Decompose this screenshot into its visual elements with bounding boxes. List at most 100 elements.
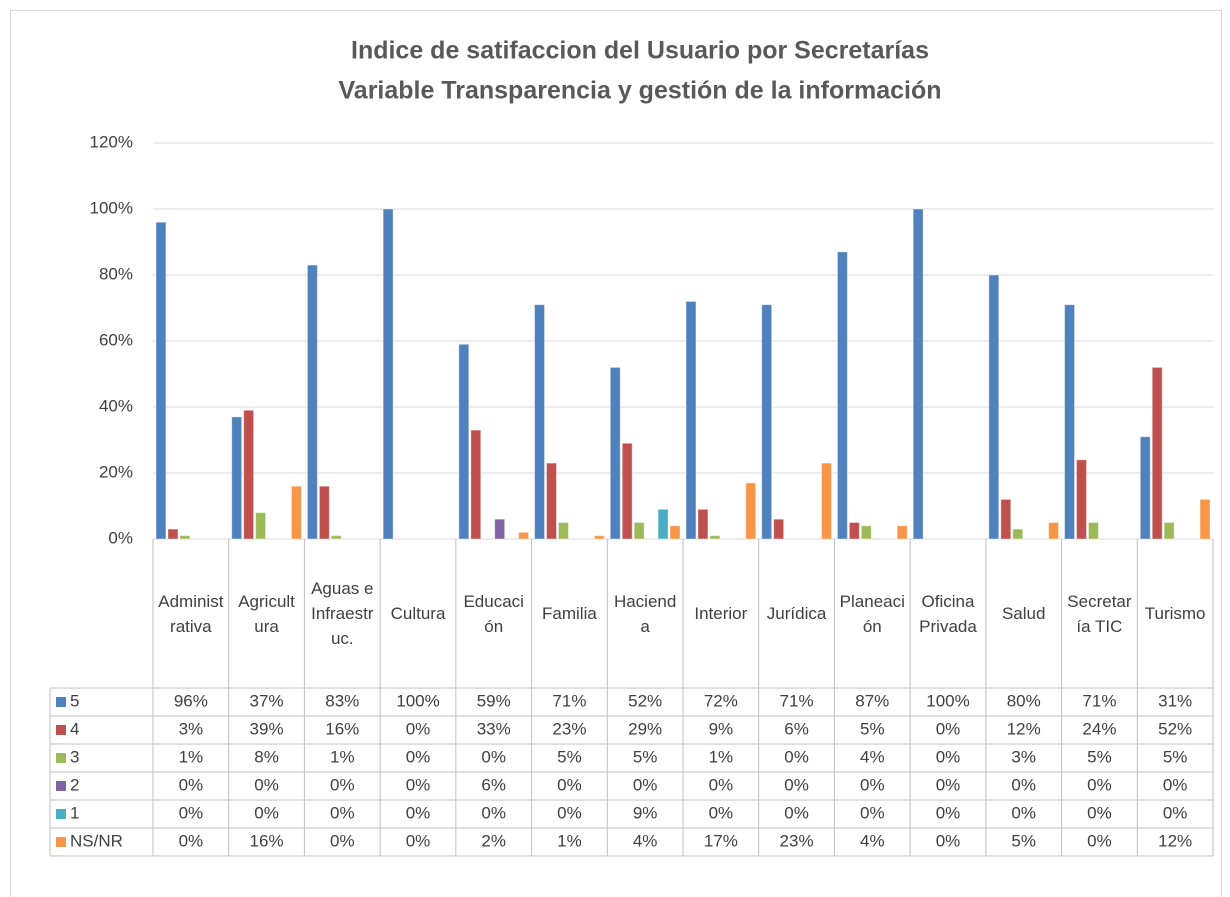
table-value: 23% (780, 831, 814, 850)
legend-key (56, 725, 66, 735)
legend-key (56, 809, 66, 819)
y-tick-label: 20% (99, 462, 133, 481)
x-tick-label: Secretaría TIC (1067, 591, 1132, 636)
bar (685, 300, 697, 540)
table-value: 16% (250, 831, 284, 850)
table-value: 4% (860, 747, 885, 766)
category-cell: Cultura (391, 604, 446, 623)
chart-title: Indice de satifaccion del Usuario por Se… (351, 37, 929, 65)
table-value: 5% (633, 747, 658, 766)
table-value: 0% (784, 747, 809, 766)
bar (290, 485, 302, 540)
table-value: 0% (936, 719, 961, 738)
bar (306, 264, 318, 540)
bar (167, 528, 179, 540)
category-cell: Salud (1002, 604, 1045, 623)
bar (621, 442, 633, 540)
legend-label: 5 (70, 691, 79, 710)
legend-label: 3 (70, 747, 79, 766)
category-cell: Jurídica (766, 604, 827, 623)
y-tick-label: 40% (99, 396, 133, 415)
table-value: 5% (860, 719, 885, 738)
bar (836, 251, 848, 540)
bar (1076, 459, 1087, 540)
bar (773, 518, 785, 540)
table-value: 39% (250, 719, 284, 738)
bar (1139, 436, 1151, 540)
bar (318, 485, 330, 540)
bar (330, 535, 342, 540)
table-value: 71% (1082, 691, 1116, 710)
table-value: 0% (406, 775, 431, 794)
legend-label: 4 (70, 719, 79, 738)
x-tick-label: Jurídica (766, 604, 827, 623)
table-value: 4% (633, 831, 658, 850)
table-value: 0% (1087, 775, 1112, 794)
y-tick-label: 0% (108, 528, 133, 547)
bar (470, 429, 482, 540)
table-value: 0% (860, 803, 885, 822)
bar (518, 531, 530, 540)
table-value: 0% (557, 803, 582, 822)
table-value: 0% (936, 775, 961, 794)
table-value: 5% (1163, 747, 1188, 766)
bar (988, 274, 1000, 540)
table-value: 0% (406, 747, 431, 766)
bar (697, 508, 709, 540)
table-value: 12% (1158, 831, 1192, 850)
bar (761, 304, 773, 540)
category-cell: Secretaría TIC (1067, 591, 1132, 636)
legend-key (56, 837, 66, 847)
bar (848, 522, 860, 540)
table-value: 0% (557, 775, 582, 794)
table-value: 52% (1158, 719, 1192, 738)
bar (1000, 498, 1012, 540)
chart-subtitle: Variable Transparencia y gestión de la i… (339, 77, 942, 105)
table-value: 3% (1011, 747, 1036, 766)
legend-key (56, 753, 66, 763)
table-value: 12% (1007, 719, 1041, 738)
bar (155, 221, 167, 540)
bar (633, 522, 645, 540)
bar (820, 462, 832, 540)
x-tick-label: Agricultura (238, 591, 295, 636)
legend-label: 2 (70, 775, 79, 794)
category-cell: Interior (694, 604, 748, 623)
table-value: 23% (552, 719, 586, 738)
bar (231, 416, 243, 540)
x-tick-label: Administrativa (158, 591, 224, 636)
table-value: 0% (936, 747, 961, 766)
table-value: 0% (254, 803, 279, 822)
table-value: 0% (330, 803, 355, 822)
table-value: 0% (784, 803, 809, 822)
table-value: 80% (1007, 691, 1041, 710)
table-value: 9% (709, 719, 734, 738)
bar (458, 343, 470, 540)
table-value: 0% (936, 831, 961, 850)
table-value: 0% (1163, 803, 1188, 822)
table-value: 0% (633, 775, 658, 794)
table-value: 1% (179, 747, 204, 766)
table-value: 8% (254, 747, 279, 766)
table-value: 0% (709, 803, 734, 822)
x-tick-label: Interior (694, 604, 748, 623)
table-value: 0% (860, 775, 885, 794)
table-value: 2% (481, 831, 506, 850)
table-value: 31% (1158, 691, 1192, 710)
y-tick-label: 120% (90, 132, 133, 151)
table-value: 1% (557, 831, 582, 850)
bar (557, 522, 569, 540)
table-value: 71% (780, 691, 814, 710)
table-value: 87% (855, 691, 889, 710)
table-value: 0% (330, 831, 355, 850)
table-value: 33% (477, 719, 511, 738)
bar (896, 525, 908, 540)
table-value: 4% (860, 831, 885, 850)
bar (1163, 522, 1175, 540)
table-value: 0% (406, 831, 431, 850)
table-value: 71% (552, 691, 586, 710)
table-value: 100% (396, 691, 439, 710)
legend-key (56, 781, 66, 791)
category-cell: Educación (463, 592, 523, 636)
x-tick-label: Planeación (839, 591, 905, 636)
